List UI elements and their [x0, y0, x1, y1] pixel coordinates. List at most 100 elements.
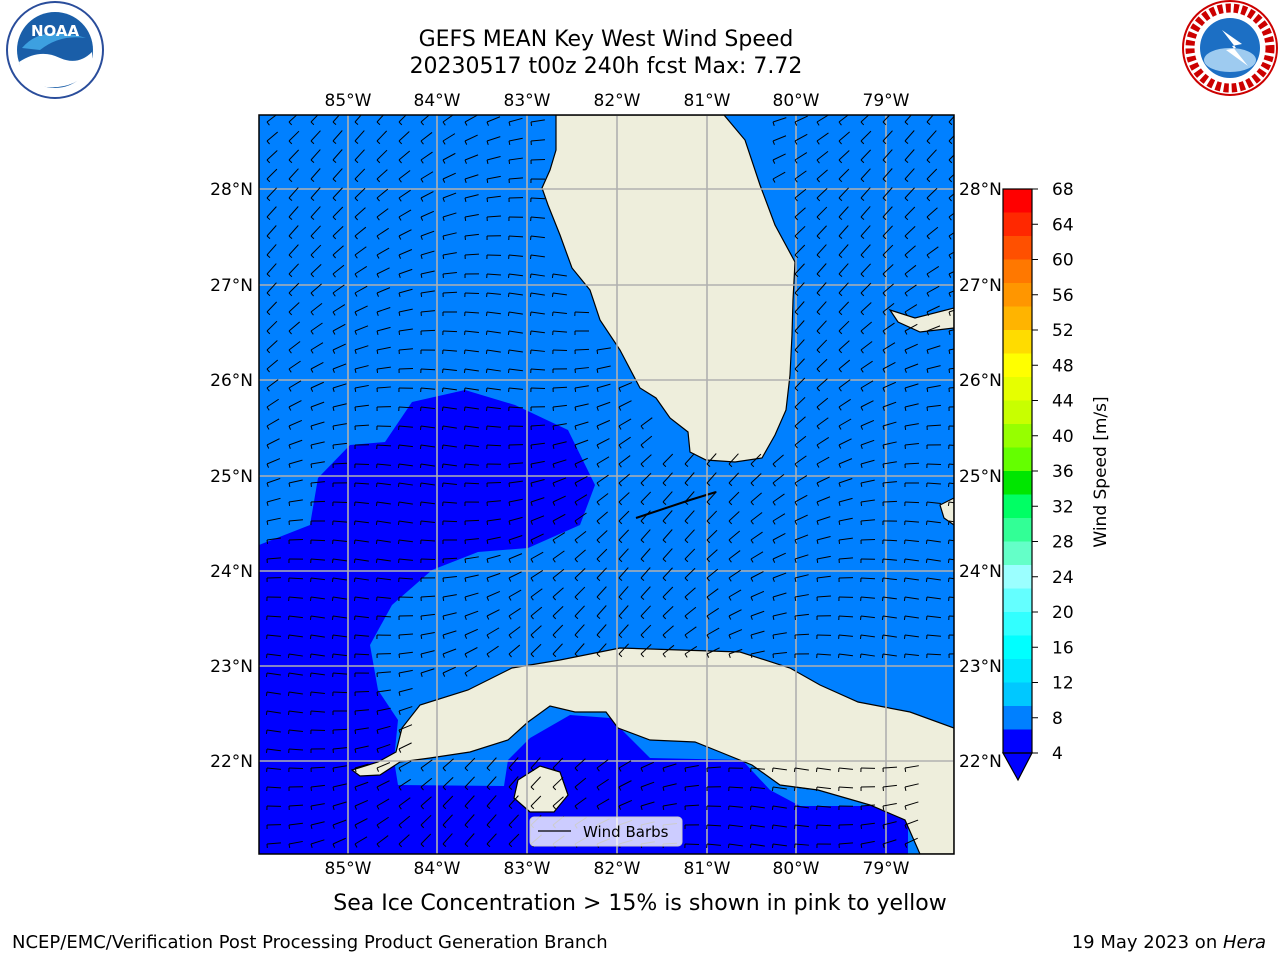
wind-barb	[948, 596, 954, 598]
wind-barb	[816, 282, 827, 294]
wind-barb-flag	[376, 368, 379, 374]
wind-barb-flag	[310, 273, 315, 278]
wind-barb-flag	[816, 178, 820, 183]
wind-barb	[596, 511, 608, 522]
wind-barb-flag	[596, 463, 600, 468]
wind-barb	[530, 795, 542, 807]
colorbar-segment	[1003, 283, 1032, 307]
wind-barb	[662, 529, 673, 541]
wind-barb	[640, 491, 652, 503]
wind-barb-flag	[596, 368, 599, 374]
wind-barb	[860, 577, 876, 580]
wind-barb-flag	[706, 615, 710, 620]
wind-barb	[838, 187, 849, 199]
wind-barb-flag	[904, 178, 909, 183]
wind-barb	[926, 634, 941, 637]
wind-barb	[816, 516, 831, 522]
wind-barb	[398, 501, 413, 505]
wind-barb-flag	[288, 121, 293, 126]
wind-barb	[376, 671, 391, 674]
wind-barb	[838, 767, 853, 770]
wind-barb-flag	[882, 349, 886, 354]
wind-barb-flag	[266, 311, 271, 316]
wind-barb	[442, 252, 457, 256]
wind-barb-flag	[332, 767, 335, 773]
wind-barb	[310, 596, 325, 600]
wind-barb	[904, 539, 919, 543]
wind-barb	[464, 482, 480, 485]
wind-barb	[508, 254, 523, 257]
wind-barb	[706, 824, 722, 827]
wind-barb	[684, 472, 695, 484]
wind-barb-flag	[750, 634, 753, 639]
wind-barb	[486, 116, 501, 123]
wind-barb	[442, 387, 457, 391]
wind-barb-flag	[266, 235, 271, 240]
wind-barb	[618, 624, 629, 636]
wind-barb	[310, 401, 325, 408]
wind-barb	[596, 383, 611, 389]
wind-barb-flag	[375, 501, 378, 507]
wind-barb-flag	[486, 634, 490, 639]
wind-barb-flag	[706, 482, 711, 487]
wind-barb	[904, 501, 920, 504]
wind-barb-flag	[552, 520, 556, 525]
wind-barb-flag	[485, 330, 488, 336]
lat-label: 26°N	[210, 371, 253, 391]
wind-barb	[420, 482, 435, 486]
wind-barb-flag	[838, 273, 843, 278]
wind-barb-flag	[486, 805, 491, 810]
wind-barb	[288, 577, 304, 580]
wind-barb	[464, 574, 479, 579]
wind-barb	[376, 188, 389, 199]
wind-barb-flag	[485, 387, 488, 393]
wind-barb-flag	[442, 653, 445, 658]
wind-barb	[376, 780, 390, 788]
wind-barb	[310, 115, 319, 123]
wind-barb	[750, 843, 765, 847]
colorbar-tick-label: 8	[1052, 709, 1063, 729]
wind-barb	[838, 634, 853, 637]
wind-barb-flag	[574, 596, 579, 601]
wind-barb-flag	[926, 311, 930, 316]
wind-barb	[552, 273, 567, 277]
wind-barb-flag	[398, 235, 402, 240]
wind-barb-flag	[353, 558, 356, 564]
wind-barb-flag	[486, 577, 489, 582]
wind-barb	[860, 634, 875, 638]
wind-barb-flag	[948, 121, 953, 126]
wind-barb	[420, 310, 435, 313]
wind-barb	[310, 710, 325, 713]
wind-barb	[442, 152, 456, 161]
colorbar-segment	[1003, 424, 1032, 448]
lon-label: 84°W	[414, 859, 461, 879]
wind-barb-flag	[464, 197, 467, 203]
wind-barb	[948, 367, 954, 370]
colorbar-segment	[1003, 612, 1032, 636]
wind-barb	[574, 568, 586, 579]
wind-barb-flag	[750, 596, 754, 601]
wind-barb	[816, 150, 829, 161]
wind-barb-flag	[882, 273, 887, 278]
wind-barb-flag	[441, 425, 444, 431]
wind-barb	[882, 441, 897, 446]
wind-barb	[640, 529, 651, 541]
wind-barb-flag	[838, 349, 843, 354]
wind-barb	[948, 309, 954, 313]
wind-barb-flag	[838, 501, 841, 506]
wind-barb	[794, 152, 808, 161]
wind-barb	[882, 115, 891, 123]
wind-barb	[398, 308, 413, 313]
lon-label: 84°W	[414, 91, 461, 111]
lon-label: 80°W	[773, 859, 820, 879]
wind-barb	[266, 282, 277, 294]
wind-barb	[508, 137, 523, 142]
wind-barb	[354, 577, 369, 581]
wind-barb-flag	[288, 178, 293, 183]
wind-barb-flag	[552, 615, 557, 620]
wind-barb	[662, 472, 673, 484]
wind-barb	[420, 151, 433, 161]
wind-barb	[508, 292, 523, 296]
wind-barb	[904, 819, 919, 826]
lon-label: 81°W	[684, 859, 731, 879]
